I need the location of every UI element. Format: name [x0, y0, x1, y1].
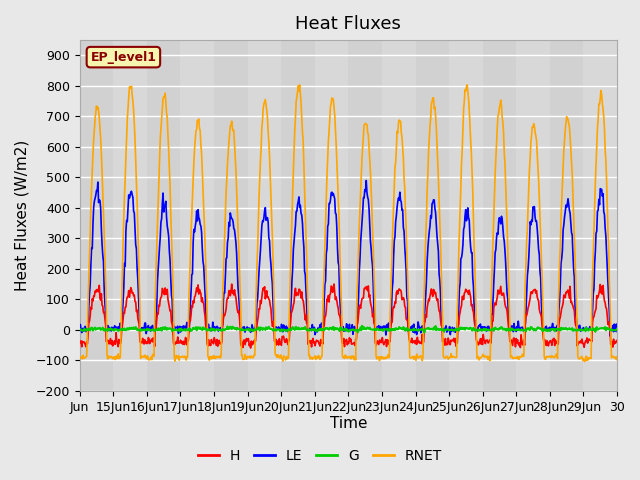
X-axis label: Time: Time [330, 416, 367, 432]
Bar [214, 40, 248, 391]
Y-axis label: Heat Fluxes (W/m2): Heat Fluxes (W/m2) [15, 140, 30, 291]
Bar [79, 40, 113, 391]
Bar [348, 40, 382, 391]
Bar [147, 40, 180, 391]
Title: Heat Fluxes: Heat Fluxes [296, 15, 401, 33]
Legend: H, LE, G, RNET: H, LE, G, RNET [192, 443, 448, 468]
Bar [415, 40, 449, 391]
Bar [550, 40, 584, 391]
Text: EP_level1: EP_level1 [90, 50, 156, 64]
Bar [281, 40, 315, 391]
Bar [483, 40, 516, 391]
